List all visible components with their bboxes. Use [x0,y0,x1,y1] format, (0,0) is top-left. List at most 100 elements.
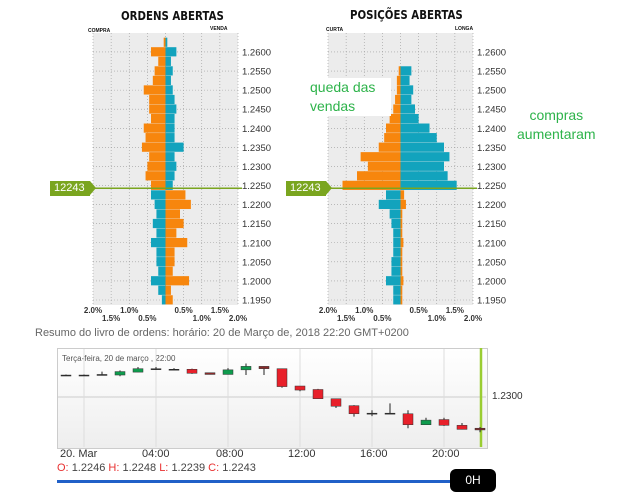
bar-right [165,37,168,47]
bar-right [400,75,410,86]
time-axis-label: 20. Mar [60,448,98,460]
y-tick-label: 1.2400 [477,124,506,135]
bar-right [165,199,191,210]
y-tick-label: 1.2300 [477,162,506,173]
bar-right [165,209,180,219]
x-tick-label: 1.0% [193,314,211,323]
x-tick-label: 1.0% [428,314,446,323]
bar-right [165,85,173,95]
bar-left [389,113,401,124]
bar-left [386,276,401,286]
ohlc-readout: O: 1.2246 H: 1.2248 L: 1.2239 C: 1.2243 [57,462,256,475]
annotation-line: queda das [310,79,376,95]
bar-left [154,66,166,76]
bar-left [152,75,166,86]
y-tick-label: 1.2150 [477,219,506,230]
bar-left [145,171,166,181]
candle-body [348,405,360,415]
timeframe-slider-handle[interactable]: 0H [450,469,496,492]
bar-right [165,47,177,57]
bar-left [360,152,401,162]
bar-right [165,266,173,276]
bar-left [156,209,166,219]
bar-right [165,237,188,248]
y-tick-label: 1.1950 [242,296,271,307]
bar-right [400,237,404,248]
bar-right [400,104,415,114]
y-tick-label: 1.2100 [477,238,506,249]
bar-right [165,180,173,190]
annotation-line: aumentaram [517,126,596,142]
y-tick-label: 1.2500 [242,86,271,97]
candle-body [456,425,468,430]
bar-right [400,199,406,210]
bar-right [400,152,450,162]
candle-body [132,368,144,373]
bar-left [151,180,166,190]
bar-right [165,104,177,114]
candle-body [420,419,432,425]
candle-body [114,371,126,376]
candle-body [78,374,90,377]
x-tick-label: 0.5% [138,314,156,323]
y-tick-label: 1.2350 [477,143,506,154]
bar-right [165,113,175,124]
bar-right [165,295,173,305]
close-label: C: [208,462,220,474]
orders-title: ORDENS ABERTAS [121,9,224,23]
bar-right [165,228,177,238]
bar-right [165,218,184,229]
bar-right [400,257,403,267]
bar-left [151,276,166,286]
bar-left [151,47,166,57]
x-tick-label: 1.0% [120,306,138,315]
bar-left [393,228,401,238]
bar-right [165,247,175,257]
order-book-summary: Resumo do livro de ordens: horário: 20 d… [35,327,409,339]
bar-left [156,228,166,238]
x-tick-label: 2.0% [229,314,247,323]
long-label: LONGA [455,26,474,32]
bar-right [400,85,414,95]
timeframe-slider-track[interactable] [57,480,457,483]
bar-left [145,133,166,143]
candlestick-chart [57,348,488,449]
y-tick-label: 1.2250 [477,181,506,192]
bar-left [396,85,401,95]
y-tick-label: 1.2050 [242,257,271,268]
candle-body [330,398,342,407]
low-value: 1.2239 [171,462,206,474]
bar-right [400,247,403,257]
low-label: L: [159,462,169,474]
candle-body [204,372,216,375]
bar-right [400,171,448,181]
bar-left [154,199,166,210]
bar-right [165,161,177,171]
bar-right [400,123,430,133]
y-tick-label: 1.2200 [477,200,506,211]
candle-body [384,412,396,415]
bar-left [156,257,166,267]
candle-body [150,368,162,370]
candle-body [276,368,288,387]
bar-right [400,266,403,276]
bar-left [378,142,401,152]
bar-left [149,152,166,162]
y-tick-label: 1.2300 [242,162,271,173]
bar-right [400,94,412,105]
bar-right [165,94,175,105]
open-label: O: [57,462,69,474]
high-value: 1.2248 [122,462,157,474]
bar-right [400,218,403,229]
bar-left [393,237,401,248]
y-tick-label: 1.2500 [477,86,506,97]
bar-right [165,257,175,267]
bar-left [158,285,166,295]
bar-right [400,133,437,143]
bar-right [165,171,175,181]
x-tick-label: 2.0% [84,306,102,315]
buy-label: COMPRA [88,28,111,34]
bar-right [400,209,403,219]
y-tick-label: 1.1950 [477,296,506,307]
